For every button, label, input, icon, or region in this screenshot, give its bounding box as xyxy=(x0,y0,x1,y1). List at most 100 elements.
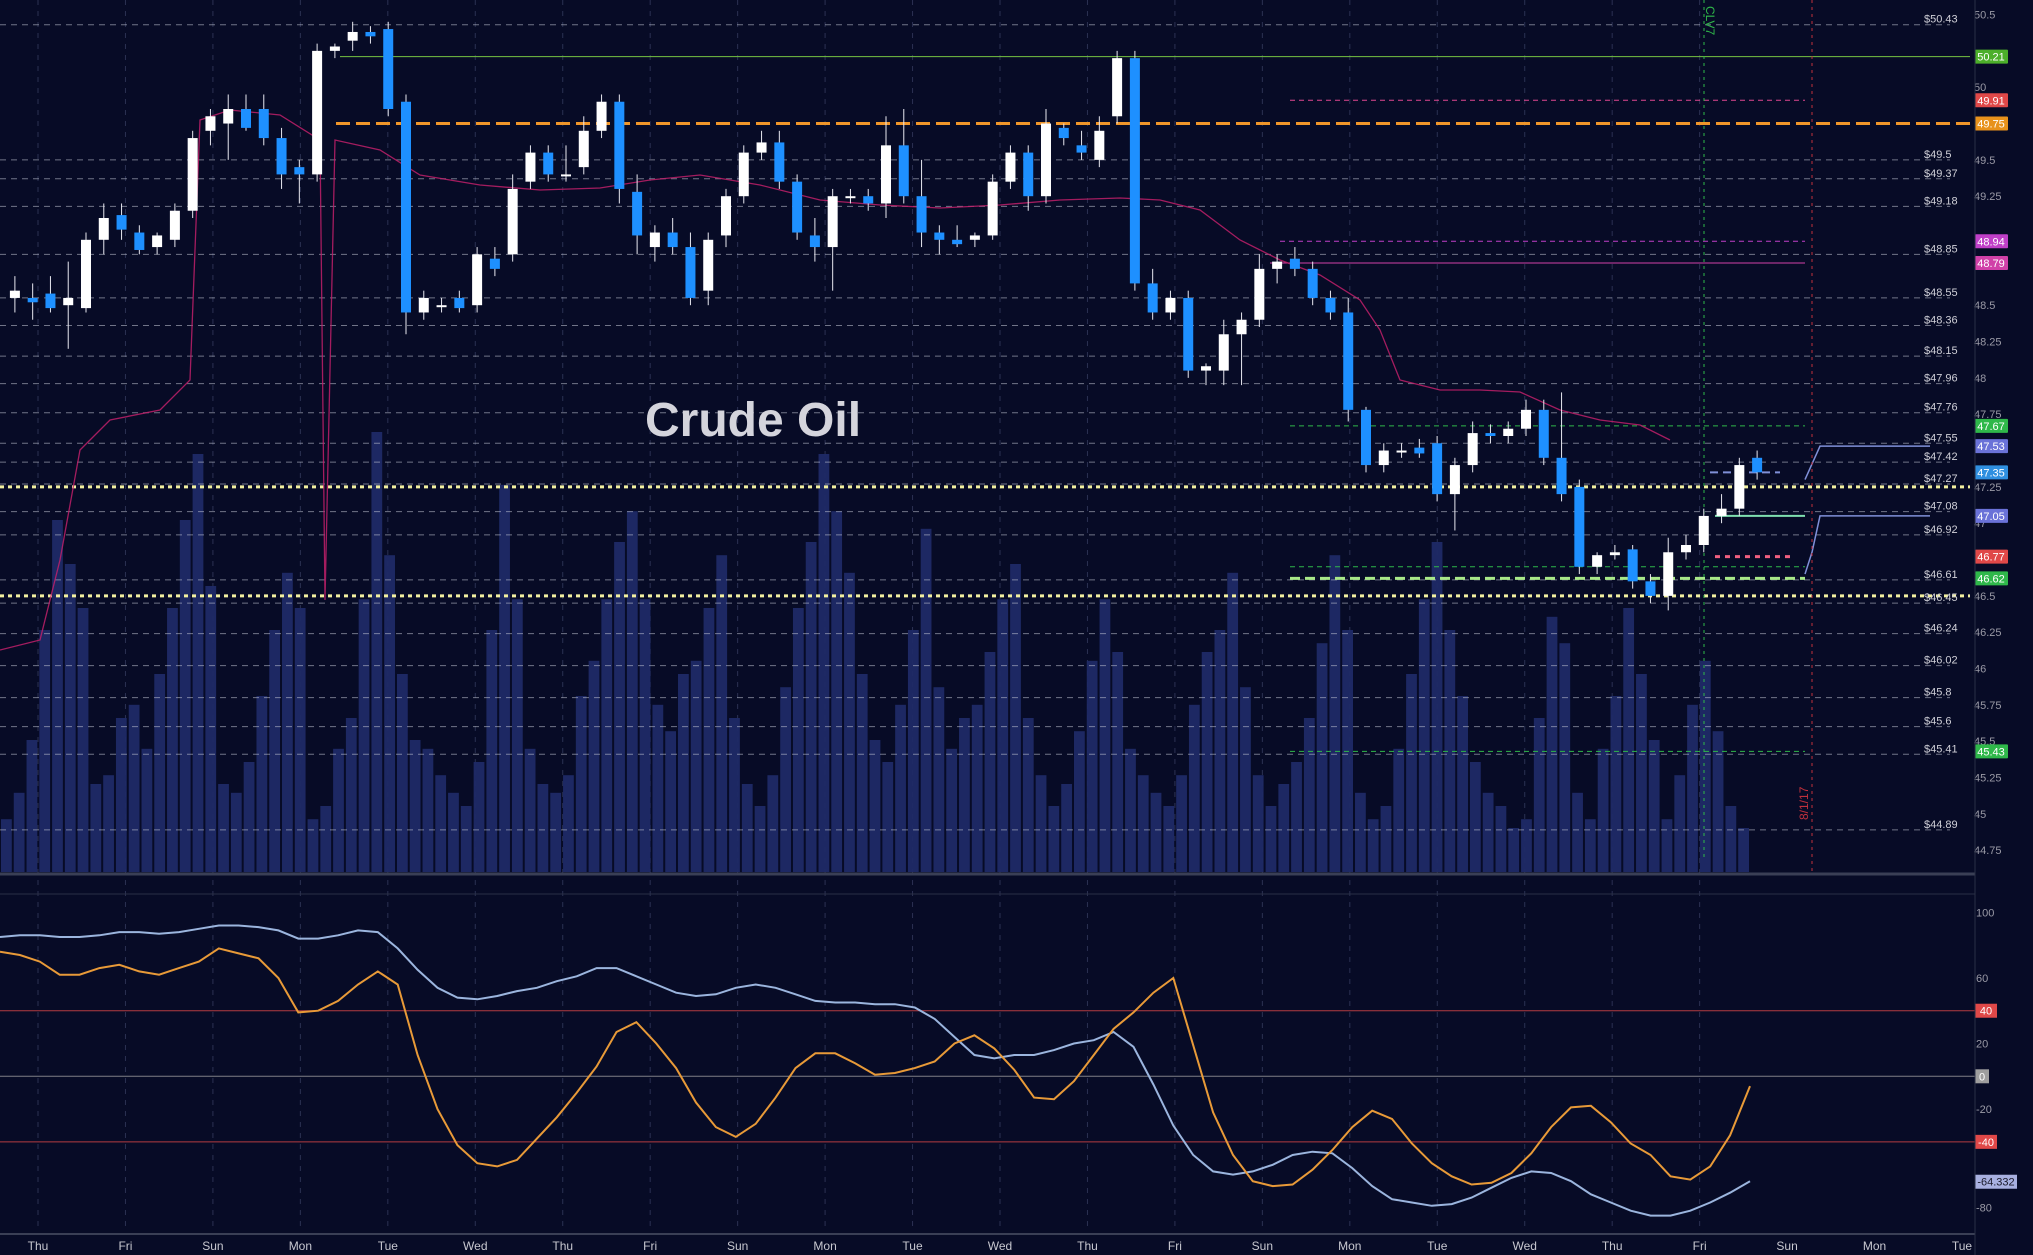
time-axis-label: Tue xyxy=(1427,1239,1448,1253)
candle-body xyxy=(258,109,269,139)
candle-body xyxy=(543,152,554,175)
price-badge-label: 47.35 xyxy=(1977,467,2005,479)
candle-body xyxy=(1165,297,1176,313)
volume-bar xyxy=(1393,748,1405,872)
time-axis-label: Thu xyxy=(1077,1239,1098,1253)
volume-bar xyxy=(1214,630,1226,872)
volume-bar xyxy=(1482,792,1494,872)
candle-body xyxy=(1734,465,1745,509)
volume-bar xyxy=(1495,806,1507,872)
candle-body xyxy=(45,293,56,309)
volume-bar xyxy=(1712,731,1724,872)
candle-body xyxy=(312,50,323,175)
candle-body xyxy=(1041,123,1051,197)
volume-bar xyxy=(818,454,830,872)
volume-bar xyxy=(690,660,702,872)
candle-body xyxy=(632,191,643,236)
price-tick-label: 50 xyxy=(1974,82,1986,94)
volume-bar xyxy=(895,704,906,872)
candle-body xyxy=(738,152,749,197)
volume-bar xyxy=(384,555,395,872)
volume-bar xyxy=(729,718,740,872)
volume-bar xyxy=(1508,828,1520,872)
overlay-lines xyxy=(0,0,1970,872)
price-tick-label: 48 xyxy=(1974,373,1986,385)
candle-body xyxy=(116,215,127,230)
time-axis-label: Mon xyxy=(1863,1239,1886,1253)
time-axis-label: Wed xyxy=(463,1239,487,1253)
price-axis: $50.43 $49.5 $49.37 $49.18 $48.85 $48.55 $48.3… xyxy=(1924,10,2008,857)
volume-bar xyxy=(1725,806,1737,872)
volume-bar xyxy=(320,806,332,872)
oscillator-level-badge xyxy=(1975,1134,1997,1149)
candle-body xyxy=(1183,297,1194,371)
candle-body xyxy=(1592,555,1603,567)
volume-bar xyxy=(422,748,434,872)
time-axis-label: Fri xyxy=(643,1239,657,1253)
volume-bar xyxy=(1073,731,1085,872)
price-level-label: $46.24 xyxy=(1924,623,1958,635)
time-axis-label: Fri xyxy=(1693,1239,1707,1253)
price-level-label: $50.43 xyxy=(1924,14,1958,26)
price-level-label: $49.18 xyxy=(1924,195,1958,207)
volume-bar xyxy=(1099,599,1111,872)
price-badge-label: 48.79 xyxy=(1977,258,2005,270)
price-tick-label: 47.75 xyxy=(1974,409,2002,421)
candle-body xyxy=(507,188,518,255)
time-axis-label: Sun xyxy=(1776,1239,1797,1253)
volume-bar xyxy=(920,528,932,872)
oscillator-level-label: 40 xyxy=(1980,1006,1992,1018)
volume-bar xyxy=(959,718,970,872)
volume-bar xyxy=(1533,718,1545,872)
volume-bar xyxy=(869,740,881,872)
candle-body xyxy=(1076,145,1087,153)
volume-bar xyxy=(1584,819,1596,872)
time-axis-label: Tue xyxy=(902,1239,923,1253)
candle-body xyxy=(294,167,305,175)
candle-body xyxy=(1201,366,1211,371)
time-axis: Thu Fri Sun Mon Tue Wed Thu Fri Sun Mon Tue Wed Thu F… xyxy=(0,0,1976,1255)
contract-annotation: CLV7 xyxy=(1703,6,1717,35)
candle-body xyxy=(401,101,411,313)
volume-bar xyxy=(984,652,996,872)
price-level-label: $47.96 xyxy=(1924,373,1958,385)
volume-bar xyxy=(1227,572,1239,872)
volume-bar xyxy=(997,599,1009,872)
volume-bar xyxy=(1610,696,1622,872)
date-annotation: 8/1/17 xyxy=(1797,786,1811,820)
price-badge xyxy=(1975,418,2008,433)
candle-body xyxy=(1218,334,1229,371)
oscillator-level-badge xyxy=(1975,1003,1997,1018)
price-tick-label: 45.25 xyxy=(1974,773,2002,785)
volume-bar xyxy=(1546,616,1558,872)
candle-body xyxy=(756,142,767,153)
volume-bar xyxy=(1150,792,1162,872)
candle-body xyxy=(1005,152,1016,182)
price-badge-label: 49.75 xyxy=(1977,119,2005,131)
price-level-label: $47.42 xyxy=(1924,451,1958,463)
volume-bar xyxy=(128,704,140,872)
volume-bar xyxy=(1278,784,1290,872)
price-level-label: $46.02 xyxy=(1924,655,1958,667)
volume-bar xyxy=(1163,806,1175,872)
candle-body xyxy=(845,196,856,199)
volume-bar xyxy=(792,608,804,872)
candle-body xyxy=(1574,486,1585,567)
price-level-label: $47.27 xyxy=(1924,473,1958,485)
volume-bar xyxy=(1380,806,1392,872)
candle-body xyxy=(1361,409,1371,466)
volume-bar xyxy=(205,586,217,872)
volume-bar xyxy=(103,775,114,872)
price-tick-label: 45 xyxy=(1974,809,1986,821)
volume-bar xyxy=(460,806,472,872)
candle-body xyxy=(1289,258,1300,269)
candle-body xyxy=(347,31,358,41)
candle-body xyxy=(223,109,234,124)
oscillator-level-label: 0 xyxy=(1979,1071,1985,1083)
price-badge xyxy=(1975,508,2008,523)
candle-body xyxy=(1023,152,1034,197)
price-badge xyxy=(1975,93,2008,108)
volume-bar xyxy=(1623,608,1635,872)
volume-bar xyxy=(741,784,753,872)
